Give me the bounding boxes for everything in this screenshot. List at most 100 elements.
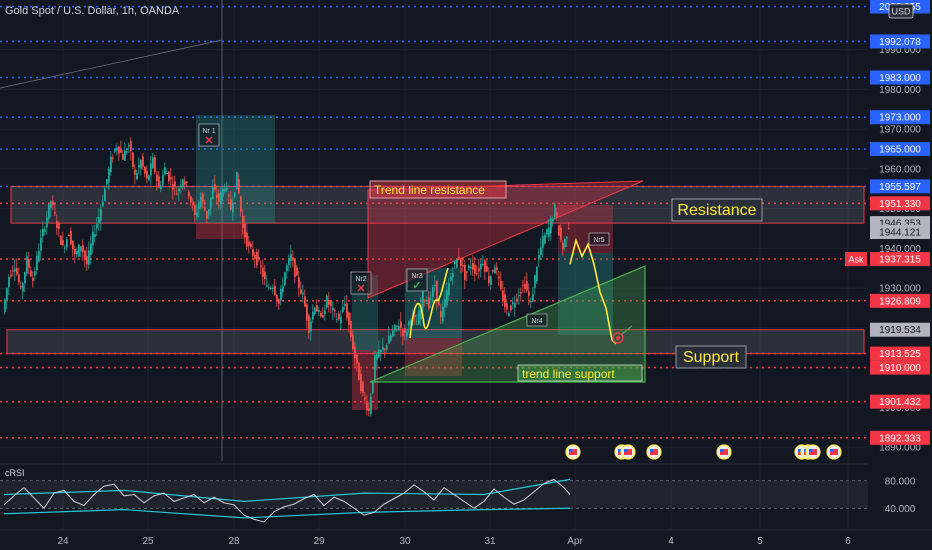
candle-body bbox=[228, 195, 230, 197]
candle-body bbox=[318, 310, 320, 313]
trend-triangles bbox=[367, 180, 646, 383]
crsi-tick: 80.000 bbox=[885, 476, 916, 487]
price-label: 1992.078 bbox=[879, 37, 921, 48]
candle-body bbox=[382, 346, 384, 350]
candle-body bbox=[346, 303, 348, 318]
candle-body bbox=[186, 181, 188, 184]
candle-body bbox=[390, 335, 392, 341]
candle-body bbox=[508, 313, 510, 317]
trade-marker bbox=[350, 271, 372, 295]
label-bg bbox=[517, 364, 643, 382]
zone-label-resistance: Resistance bbox=[677, 202, 756, 219]
candle-body bbox=[430, 298, 432, 300]
candle-body bbox=[298, 277, 300, 288]
candle-body bbox=[106, 179, 108, 185]
trade-box bbox=[405, 338, 462, 376]
candle-body bbox=[454, 261, 456, 265]
price-label: 1951.330 bbox=[879, 199, 921, 210]
candle-body bbox=[124, 150, 126, 161]
candle-body bbox=[242, 215, 244, 228]
candle-body bbox=[128, 145, 130, 147]
candle-body bbox=[210, 197, 212, 208]
price-label-bg bbox=[870, 293, 930, 308]
candle-body bbox=[438, 298, 440, 306]
price-projection bbox=[409, 237, 633, 345]
candle-body bbox=[266, 285, 268, 287]
candle-body bbox=[70, 231, 72, 245]
zone-label-support: Support bbox=[683, 349, 740, 366]
candle-body bbox=[178, 188, 180, 192]
candle-body bbox=[34, 271, 36, 276]
time-tick: 28 bbox=[228, 536, 240, 547]
candle-body bbox=[362, 381, 364, 393]
price-label: 1973.000 bbox=[879, 113, 921, 124]
candle-body bbox=[380, 349, 382, 353]
candle-body bbox=[446, 289, 448, 306]
candle-body bbox=[534, 275, 536, 288]
candle-body bbox=[176, 193, 178, 195]
trade-marker-label: Nr 1 bbox=[202, 128, 215, 135]
candle-body bbox=[492, 270, 494, 272]
flag-stripe bbox=[650, 449, 658, 455]
price-label: 1926.809 bbox=[879, 296, 921, 307]
candle-body bbox=[538, 254, 540, 260]
time-tick: 4 bbox=[668, 536, 674, 547]
candle-body bbox=[566, 236, 568, 239]
candle-body bbox=[238, 179, 240, 194]
candle-body bbox=[270, 287, 272, 289]
price-axis[interactable]: 1890.0001900.0001910.0001920.0001930.000… bbox=[845, 0, 932, 530]
candle-body bbox=[192, 202, 194, 206]
candle-body bbox=[274, 285, 276, 295]
candle-body bbox=[240, 196, 242, 212]
candle-body bbox=[214, 184, 216, 190]
candle-body bbox=[326, 295, 328, 308]
candle-body bbox=[398, 326, 400, 331]
candle-body bbox=[434, 284, 436, 286]
candle-body bbox=[428, 297, 430, 309]
candle-body bbox=[28, 259, 30, 268]
candle-body bbox=[526, 281, 528, 291]
candle-body bbox=[156, 174, 158, 181]
candle-body bbox=[234, 192, 236, 197]
candle-body bbox=[518, 295, 520, 297]
price-tick: 1990.000 bbox=[879, 45, 921, 56]
candle-body bbox=[46, 217, 48, 228]
candle-body bbox=[560, 227, 562, 241]
candle-body bbox=[460, 258, 462, 266]
candle-body bbox=[222, 188, 224, 197]
candle-body bbox=[164, 167, 166, 175]
price-label: 1913.525 bbox=[879, 349, 921, 360]
crsi-lower-band bbox=[3, 507, 571, 519]
candle-body bbox=[350, 320, 352, 337]
candle-body bbox=[204, 207, 206, 211]
candle-body bbox=[154, 157, 156, 172]
resistance-triangle bbox=[367, 180, 644, 299]
candle-body bbox=[206, 210, 208, 219]
candle-body bbox=[510, 305, 512, 311]
candle-body bbox=[290, 253, 292, 261]
time-tick: Apr bbox=[567, 536, 583, 547]
annotation-trend-support: trend line support bbox=[522, 367, 615, 381]
time-axis[interactable]: 24 25 28 29 30 31 Apr 4 5 6 bbox=[0, 529, 932, 550]
candle-body bbox=[226, 187, 228, 190]
candle-body bbox=[268, 287, 270, 289]
candle-body bbox=[402, 328, 404, 337]
crsi-tick: 40.000 bbox=[885, 504, 916, 515]
crsi-line bbox=[3, 478, 571, 523]
candle-body bbox=[180, 185, 182, 187]
annotation-trend-resistance: Trend line resistance bbox=[374, 183, 485, 197]
candle-body bbox=[150, 163, 152, 176]
trade-marker bbox=[588, 232, 610, 246]
candle-body bbox=[478, 268, 480, 272]
candle-body bbox=[8, 277, 10, 288]
candle-body bbox=[406, 331, 408, 337]
candle-body bbox=[400, 321, 402, 328]
candle-body bbox=[336, 318, 338, 320]
candle-body bbox=[516, 298, 518, 302]
candle-body bbox=[174, 181, 176, 187]
candle-body bbox=[220, 192, 222, 204]
currency-button[interactable]: USD bbox=[888, 3, 914, 19]
candle-body bbox=[424, 300, 426, 302]
